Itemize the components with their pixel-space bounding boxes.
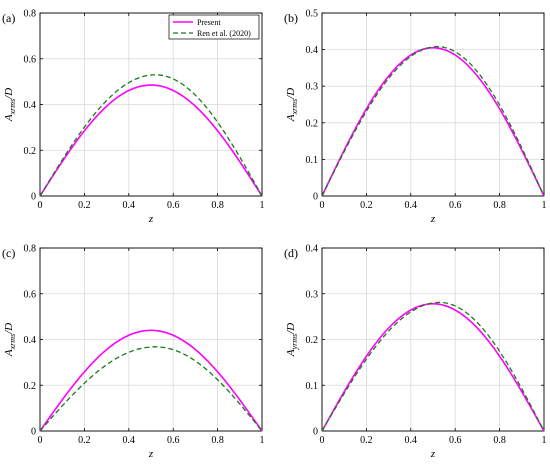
x-tick-label: 0.8 bbox=[211, 200, 224, 211]
x-tick-label: 0 bbox=[38, 200, 43, 211]
y-axis-label: Axrms/D bbox=[285, 88, 299, 122]
y-tick-label: 0.3 bbox=[306, 289, 319, 300]
legend-label-present: Present bbox=[197, 18, 221, 27]
y-axis-label: Axrms/D bbox=[3, 88, 17, 122]
axes-frame bbox=[321, 12, 545, 197]
y-tick-label: 0 bbox=[313, 192, 318, 203]
panel-b: 0 0.2 0.4 0.6 0.8 1 0 0.1 0.2 0.3 0.4 0.5 (b) z Axrms/… bbox=[284, 9, 547, 226]
x-tick-label: 0 bbox=[320, 200, 325, 211]
x-tick-label: 0.4 bbox=[123, 435, 136, 446]
panel-d: 0 0.2 0.4 0.6 0.8 1 0 0.1 0.2 0.3 0.4 (d) z Ayrms/D bbox=[284, 244, 547, 461]
series-line-present bbox=[321, 303, 545, 432]
y-tick-label: 0 bbox=[31, 192, 36, 203]
series-line-present bbox=[39, 84, 263, 197]
y-tick-label: 0 bbox=[313, 427, 318, 438]
series-line-ren bbox=[39, 74, 263, 197]
x-tick-label: 0.8 bbox=[211, 435, 224, 446]
y-tick-label: 0.2 bbox=[24, 381, 37, 392]
x-tick-label: 0.4 bbox=[123, 200, 136, 211]
x-tick-label: 0.4 bbox=[405, 200, 418, 211]
y-tick-label: 0.1 bbox=[306, 381, 319, 392]
y-tick-label: 0.6 bbox=[24, 289, 37, 300]
y-tick-label: 0.1 bbox=[306, 155, 319, 166]
panel-label: (b) bbox=[284, 11, 298, 25]
panel-label: (c) bbox=[2, 246, 15, 260]
x-tick-label: 0.4 bbox=[405, 435, 418, 446]
x-axis-label: z bbox=[430, 448, 436, 460]
y-tick-label: 0.4 bbox=[24, 335, 37, 346]
legend-label-ren: Ren et al. (2020) bbox=[197, 29, 251, 38]
y-tick-label: 0.4 bbox=[306, 45, 319, 56]
y-tick-label: 0.3 bbox=[306, 82, 319, 93]
panel-c: 0 0.2 0.4 0.6 0.8 1 0 0.2 0.4 0.6 0.8 (c) z Axrms/D bbox=[2, 244, 265, 461]
y-axis-label: Axrms/D bbox=[3, 323, 17, 357]
x-tick-label: 1 bbox=[260, 435, 265, 446]
y-tick-label: 0.8 bbox=[24, 9, 37, 20]
x-tick-label: 0.8 bbox=[493, 435, 506, 446]
y-tick-label: 0.2 bbox=[24, 146, 37, 157]
panel-label: (a) bbox=[2, 11, 15, 25]
x-tick-label: 0.6 bbox=[449, 200, 462, 211]
x-tick-label: 0.2 bbox=[360, 200, 373, 211]
y-tick-label: 0.6 bbox=[24, 54, 37, 65]
plot-area bbox=[322, 13, 544, 196]
x-tick-label: 0.8 bbox=[493, 200, 506, 211]
panel-a: 0 0.2 0.4 0.6 0.8 1 0 0.2 0.4 0.6 0.8 (a) z Axrms/D Pr… bbox=[2, 9, 265, 226]
x-tick-label: 0.6 bbox=[167, 200, 180, 211]
y-tick-label: 0.2 bbox=[306, 118, 319, 129]
x-tick-label: 0.2 bbox=[360, 435, 373, 446]
axes-frame bbox=[39, 12, 263, 197]
series-line-ren bbox=[321, 301, 545, 432]
y-tick-label: 0.5 bbox=[306, 9, 319, 20]
series-line-present bbox=[39, 329, 263, 432]
y-tick-label: 0.8 bbox=[24, 244, 37, 255]
x-tick-label: 0.2 bbox=[78, 200, 91, 211]
y-tick-label: 0 bbox=[31, 427, 36, 438]
x-tick-label: 1 bbox=[542, 200, 547, 211]
y-axis-label: Ayrms/D bbox=[285, 323, 299, 357]
x-tick-label: 1 bbox=[542, 435, 547, 446]
series-line-present bbox=[321, 46, 545, 197]
x-tick-label: 0 bbox=[320, 435, 325, 446]
x-tick-label: 1 bbox=[260, 200, 265, 211]
y-tick-label: 0.4 bbox=[24, 100, 37, 111]
legend-box bbox=[168, 14, 260, 40]
series-line-ren bbox=[321, 46, 545, 197]
panel-label: (d) bbox=[284, 246, 298, 260]
x-tick-label: 0.6 bbox=[449, 435, 462, 446]
y-tick-label: 0.4 bbox=[306, 244, 319, 255]
x-axis-label: z bbox=[430, 213, 436, 225]
x-tick-label: 0.2 bbox=[78, 435, 91, 446]
axes-frame bbox=[321, 247, 545, 432]
y-tick-label: 0.2 bbox=[306, 335, 319, 346]
legend: Present Ren et al. (2020) bbox=[168, 14, 260, 40]
x-tick-label: 0 bbox=[38, 435, 43, 446]
x-tick-label: 0.6 bbox=[167, 435, 180, 446]
x-axis-label: z bbox=[148, 213, 154, 225]
axes-frame bbox=[39, 247, 263, 432]
x-axis-label: z bbox=[148, 448, 154, 460]
